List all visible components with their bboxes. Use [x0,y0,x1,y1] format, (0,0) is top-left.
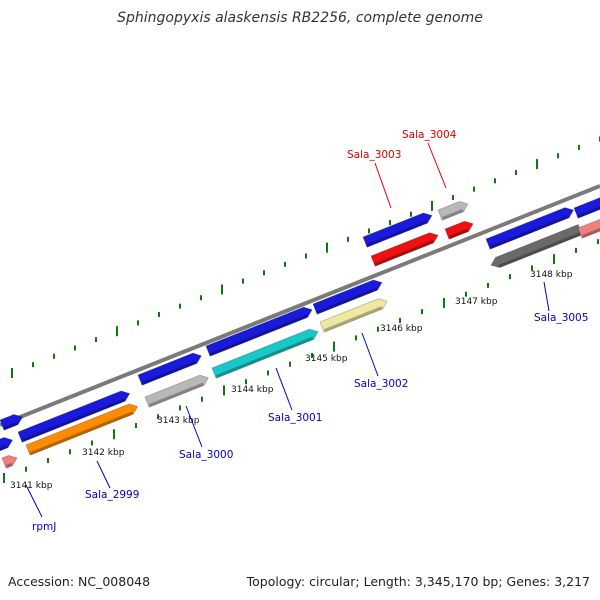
gene-features [0,193,600,469]
gene-top-6[interactable] [312,277,384,315]
gene-top-9[interactable] [485,205,576,250]
gene-sala-3004-lower[interactable] [444,219,475,240]
kbp-label: 3148 kbp [530,270,573,280]
gene-sala-3000[interactable] [144,373,210,408]
gene-label[interactable]: Sala_3003 [347,149,401,161]
gene-sala-2999[interactable] [25,401,140,456]
kbp-label: 3144 kbp [231,385,274,395]
gene-sala-2999-upper[interactable] [17,388,132,443]
genome-title: Sphingopyxis alaskensis RB2256, complete… [117,10,483,26]
gene-sala-3004[interactable] [437,199,470,221]
kbp-label: 3147 kbp [455,297,498,307]
gene-label[interactable]: Sala_3002 [354,378,408,390]
gene-sala-3003[interactable] [370,230,440,267]
label-connector [96,460,111,489]
gene-top-5[interactable] [205,305,314,357]
kbp-label: 3141 kbp [10,481,53,491]
gene-top-2[interactable] [0,412,25,431]
genome-summary-text: Topology: circular; Length: 3,345,170 bp… [246,574,590,589]
kbp-label: 3142 kbp [82,448,125,458]
label-connector [275,367,293,411]
gene-sala-3002[interactable] [319,296,389,333]
label-connectors [25,142,550,518]
gene-top-4[interactable] [137,351,203,386]
gene-top-10[interactable] [573,193,600,219]
label-connector [427,142,447,189]
gene-label[interactable]: Sala_3004 [402,129,457,141]
gene-label[interactable]: Sala_3001 [268,412,322,424]
kbp-label: 3143 kbp [157,416,200,426]
gene-sala-3001[interactable] [211,327,320,379]
gene-bottom-right[interactable] [577,213,600,239]
gene-top-7[interactable] [362,210,434,248]
label-connector [25,484,43,518]
genome-backbone [0,184,600,427]
label-connector [361,332,379,377]
gene-label[interactable]: Sala_3000 [179,449,233,461]
kbp-label: 3145 kbp [305,354,348,364]
position-labels: 3141 kbp 3142 kbp 3143 kbp 3144 kbp 3145 kbp… [10,270,573,491]
gene-rpmj[interactable] [1,453,19,469]
accession-text: Accession: NC_008048 [8,574,151,589]
gene-sala-3005[interactable] [489,223,583,271]
tick-marks [3,136,600,483]
gene-label[interactable]: Sala_2999 [85,489,139,501]
label-connector [374,162,392,209]
gene-label[interactable]: rpmJ [32,521,56,533]
label-connector [185,405,203,448]
kbp-label: 3146 kbp [380,324,423,334]
label-connector [543,281,550,312]
gene-top-1[interactable] [0,435,15,454]
gene-label[interactable]: Sala_3005 [534,312,588,324]
gene-labels: rpmJ Sala_2999 Sala_3000 Sala_3001 Sala_3002… [32,129,588,533]
